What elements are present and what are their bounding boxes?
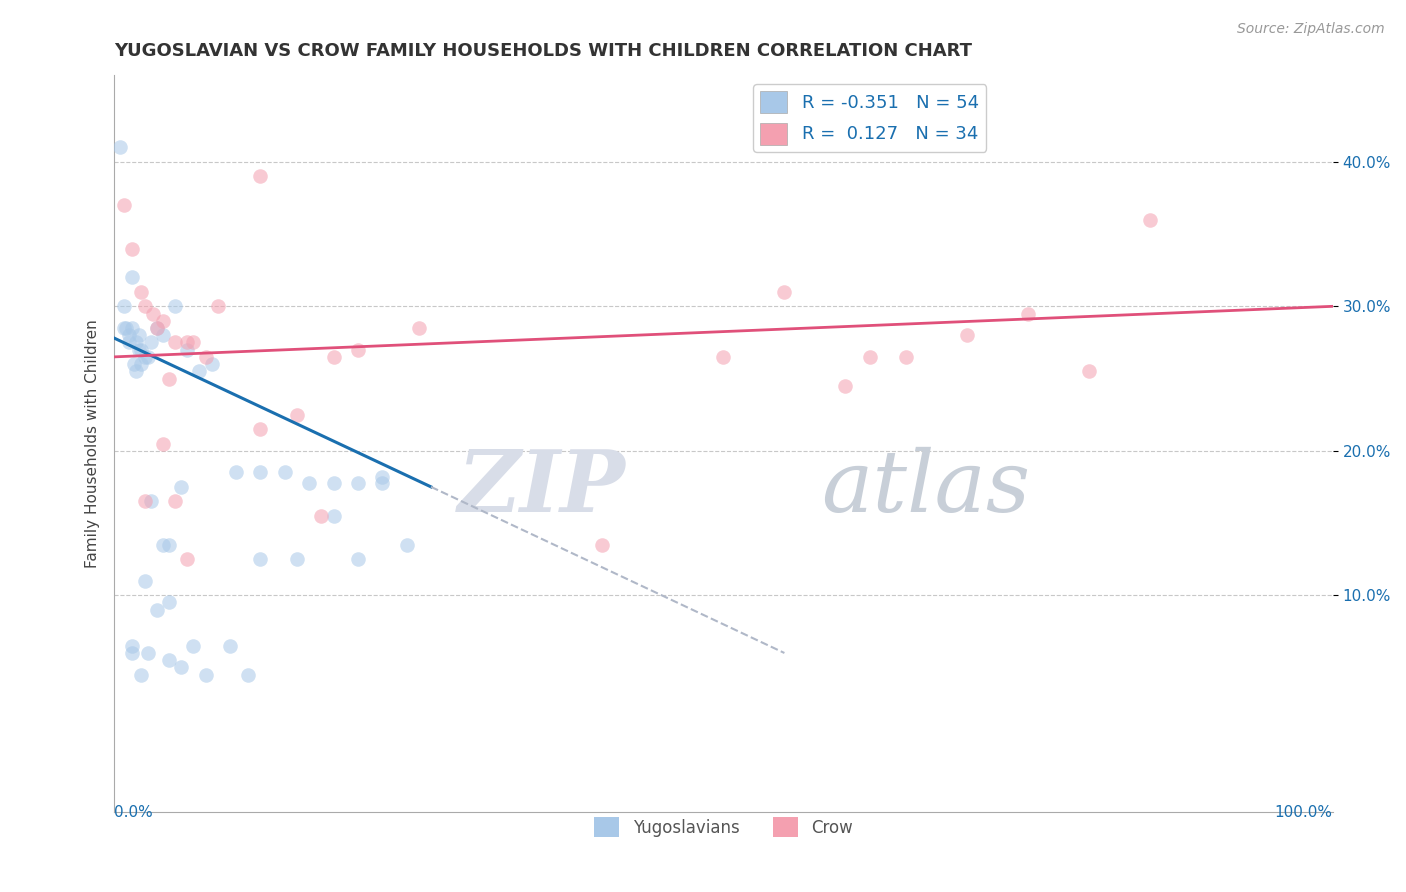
Point bbox=[157, 595, 180, 609]
Point bbox=[249, 552, 271, 566]
Point bbox=[194, 350, 217, 364]
Point bbox=[1139, 212, 1161, 227]
Point bbox=[713, 350, 735, 364]
Point bbox=[834, 378, 856, 392]
Point bbox=[1017, 307, 1039, 321]
Point bbox=[152, 314, 174, 328]
Point bbox=[285, 552, 308, 566]
Point bbox=[188, 364, 211, 378]
Point bbox=[128, 328, 150, 343]
Point bbox=[118, 328, 141, 343]
Point bbox=[118, 335, 141, 350]
Point bbox=[121, 639, 143, 653]
Point bbox=[249, 169, 271, 184]
Point bbox=[183, 335, 205, 350]
Point bbox=[201, 357, 224, 371]
Point bbox=[134, 299, 156, 313]
Text: atlas: atlas bbox=[821, 446, 1031, 529]
Point bbox=[183, 639, 205, 653]
Point bbox=[165, 494, 187, 508]
Point bbox=[110, 140, 132, 154]
Y-axis label: Family Households with Children: Family Households with Children bbox=[86, 319, 100, 568]
Point bbox=[207, 299, 229, 313]
Point bbox=[176, 335, 198, 350]
Point bbox=[146, 321, 169, 335]
Point bbox=[591, 538, 613, 552]
Text: ZIP: ZIP bbox=[458, 446, 626, 530]
Text: Source: ZipAtlas.com: Source: ZipAtlas.com bbox=[1237, 22, 1385, 37]
Point bbox=[129, 285, 152, 299]
Point bbox=[194, 667, 217, 681]
Legend: Yugoslavians, Crow: Yugoslavians, Crow bbox=[588, 811, 859, 844]
Point bbox=[129, 343, 152, 357]
Point bbox=[134, 494, 156, 508]
Point bbox=[896, 350, 918, 364]
Point bbox=[112, 198, 135, 212]
Point bbox=[322, 508, 344, 523]
Point bbox=[139, 335, 162, 350]
Point bbox=[311, 508, 333, 523]
Point bbox=[121, 646, 143, 660]
Point bbox=[125, 364, 148, 378]
Point bbox=[956, 328, 979, 343]
Point bbox=[347, 343, 370, 357]
Point bbox=[121, 242, 143, 256]
Point bbox=[139, 494, 162, 508]
Point bbox=[134, 574, 156, 588]
Point bbox=[322, 350, 344, 364]
Point bbox=[165, 335, 187, 350]
Point bbox=[249, 466, 271, 480]
Point bbox=[152, 538, 174, 552]
Point bbox=[121, 321, 143, 335]
Point bbox=[176, 552, 198, 566]
Point bbox=[347, 475, 370, 490]
Point bbox=[122, 357, 145, 371]
Point bbox=[121, 270, 143, 285]
Text: YUGOSLAVIAN VS CROW FAMILY HOUSEHOLDS WITH CHILDREN CORRELATION CHART: YUGOSLAVIAN VS CROW FAMILY HOUSEHOLDS WI… bbox=[114, 42, 972, 60]
Point bbox=[170, 660, 193, 674]
Point bbox=[773, 285, 796, 299]
Point bbox=[134, 350, 156, 364]
Point bbox=[152, 436, 174, 450]
Point bbox=[298, 475, 321, 490]
Point bbox=[129, 357, 152, 371]
Point bbox=[157, 653, 180, 667]
Point bbox=[136, 350, 159, 364]
Point bbox=[136, 646, 159, 660]
Point bbox=[225, 466, 247, 480]
Point bbox=[859, 350, 882, 364]
Text: 0.0%: 0.0% bbox=[114, 805, 153, 820]
Text: 100.0%: 100.0% bbox=[1275, 805, 1333, 820]
Point bbox=[112, 299, 135, 313]
Point bbox=[112, 321, 135, 335]
Point bbox=[347, 552, 370, 566]
Point bbox=[371, 469, 394, 483]
Point bbox=[219, 639, 242, 653]
Point bbox=[285, 408, 308, 422]
Point bbox=[395, 538, 418, 552]
Point bbox=[274, 466, 297, 480]
Point bbox=[157, 538, 180, 552]
Point bbox=[238, 667, 260, 681]
Point bbox=[249, 422, 271, 436]
Point bbox=[146, 602, 169, 616]
Point bbox=[152, 328, 174, 343]
Point bbox=[1078, 364, 1101, 378]
Point bbox=[165, 299, 187, 313]
Point bbox=[176, 343, 198, 357]
Point bbox=[115, 321, 138, 335]
Point bbox=[125, 335, 148, 350]
Point bbox=[146, 321, 169, 335]
Point bbox=[157, 371, 180, 385]
Point bbox=[371, 475, 394, 490]
Point bbox=[322, 475, 344, 490]
Point bbox=[142, 307, 165, 321]
Point bbox=[128, 343, 150, 357]
Point bbox=[408, 321, 430, 335]
Point bbox=[129, 667, 152, 681]
Point bbox=[170, 480, 193, 494]
